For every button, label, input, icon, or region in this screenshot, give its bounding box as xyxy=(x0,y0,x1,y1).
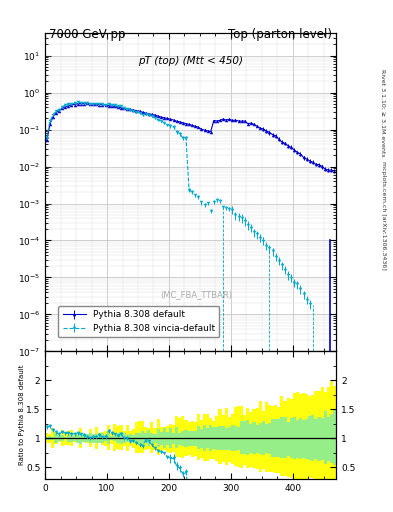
Y-axis label: Ratio to Pythia 8.308 default: Ratio to Pythia 8.308 default xyxy=(18,365,25,465)
Text: mcplots.cern.ch [arXiv:1306.3436]: mcplots.cern.ch [arXiv:1306.3436] xyxy=(381,161,386,269)
Text: pT (top) (Mtt < 450): pT (top) (Mtt < 450) xyxy=(138,55,243,66)
Text: Rivet 3.1.10; ≥ 3.1M events: Rivet 3.1.10; ≥ 3.1M events xyxy=(381,69,386,157)
Legend: Pythia 8.308 default, Pythia 8.308 vincia-default: Pythia 8.308 default, Pythia 8.308 vinci… xyxy=(59,306,219,337)
Text: Top (parton level): Top (parton level) xyxy=(228,28,332,41)
Text: (MC_FBA_TTBAR): (MC_FBA_TTBAR) xyxy=(160,290,232,298)
Text: 7000 GeV pp: 7000 GeV pp xyxy=(49,28,126,41)
